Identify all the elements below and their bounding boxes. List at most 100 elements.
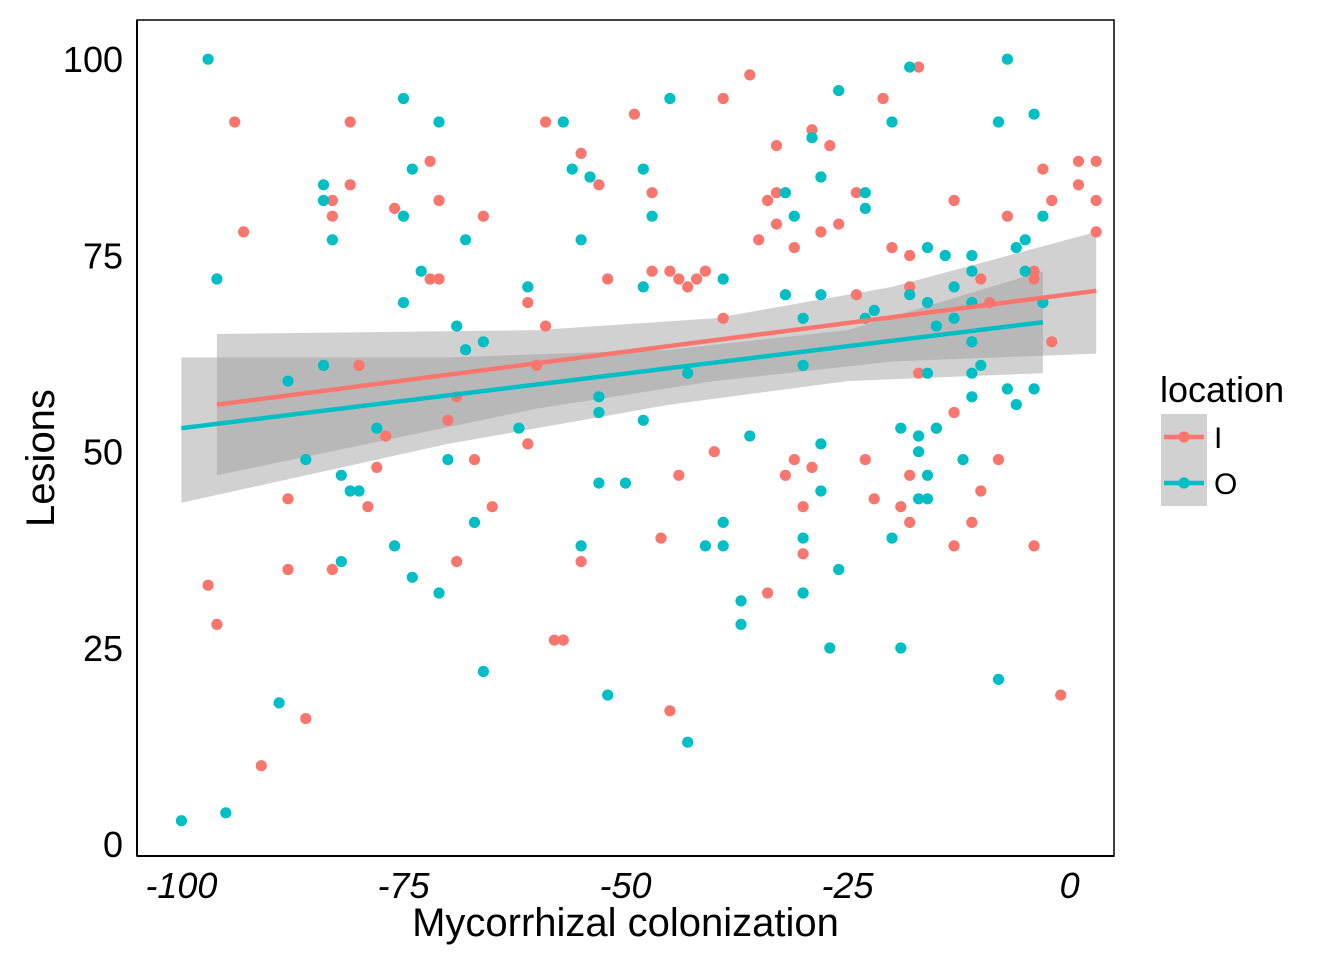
data-point-o (966, 265, 978, 277)
fit-line-i (216, 288, 1097, 407)
data-point-o (273, 697, 285, 709)
data-point-o (389, 540, 401, 552)
data-point-o (682, 367, 694, 379)
data-point-o (921, 242, 934, 254)
data-point-i (913, 61, 925, 73)
data-point-o (646, 210, 658, 222)
data-point-i (1046, 336, 1058, 348)
data-point-o (815, 289, 827, 301)
data-point-i (433, 194, 445, 207)
data-point-o (220, 807, 232, 819)
data-point-o (433, 116, 445, 128)
data-point-o (966, 391, 978, 403)
data-point-i (948, 194, 960, 207)
data-point-o (921, 297, 934, 309)
data-point-o (1019, 265, 1031, 277)
data-point-i (975, 273, 987, 285)
data-point-i (1090, 226, 1102, 238)
data-point-o (992, 116, 1005, 128)
data-point-o (664, 92, 676, 105)
data-point-o (1001, 53, 1014, 65)
data-point-o (868, 304, 880, 316)
data-point-o (1028, 383, 1040, 395)
data-point-i (1001, 210, 1014, 222)
data-point-o (317, 179, 330, 191)
data-point-o (913, 430, 925, 442)
data-point-i (575, 556, 587, 568)
data-point-o (1028, 108, 1040, 120)
confidence-band-o (181, 271, 1043, 503)
data-point-o (797, 532, 809, 544)
data-point-o (397, 297, 410, 309)
data-point-i (362, 501, 374, 513)
data-point-o (397, 92, 410, 105)
data-point-o (921, 493, 934, 505)
data-point-i (389, 202, 401, 214)
legend-key-point (1178, 477, 1190, 489)
data-point-i (824, 140, 836, 152)
data-point-i (344, 179, 356, 191)
data-point-i (548, 634, 561, 646)
data-point-o (619, 477, 632, 489)
data-point-o (575, 540, 587, 552)
data-point-i (673, 469, 685, 481)
data-point-o (566, 163, 578, 175)
data-point-i (522, 297, 534, 309)
data-point-i (886, 242, 898, 254)
data-point-o (957, 454, 969, 466)
confidence-band-i (216, 231, 1097, 476)
data-point-i (815, 226, 827, 238)
data-point-o (593, 406, 605, 419)
data-point-o (735, 595, 747, 607)
fit-line-o (181, 319, 1044, 431)
data-point-i (486, 501, 498, 513)
data-point-o (699, 540, 712, 552)
data-point-o (913, 446, 925, 458)
data-point-o (211, 273, 223, 285)
data-point-i (540, 320, 552, 332)
data-point-o (406, 571, 418, 583)
data-point-i (1028, 540, 1040, 552)
data-point-o (930, 422, 943, 434)
data-points (175, 53, 1102, 827)
data-point-o (815, 438, 827, 450)
data-point-o (460, 234, 472, 246)
data-point-i (380, 430, 392, 442)
data-point-i (975, 485, 987, 497)
x-axis-title: Mycorrhizal colonization (412, 901, 839, 945)
confidence-bands (181, 231, 1097, 503)
data-point-o (930, 320, 943, 332)
data-point-i (255, 760, 267, 772)
data-point-i (575, 147, 587, 159)
data-point-i (451, 556, 463, 568)
data-point-i (326, 210, 338, 222)
data-point-i (602, 273, 614, 285)
data-point-i (1090, 155, 1102, 167)
data-point-i (433, 273, 445, 285)
data-point-i (904, 249, 916, 262)
data-point-o (815, 171, 827, 183)
y-tick-label: 75 (83, 235, 123, 276)
data-point-o (859, 202, 871, 214)
legend-label-o: O (1214, 468, 1237, 501)
data-point-o (326, 234, 338, 246)
data-point-o (682, 736, 694, 748)
data-point-i (850, 289, 863, 301)
data-point-i (646, 187, 658, 199)
data-point-o (406, 163, 418, 175)
data-point-i (424, 155, 436, 167)
data-point-i (344, 116, 356, 128)
data-point-o (833, 563, 845, 576)
data-point-i (557, 634, 569, 646)
data-point-i (1028, 273, 1040, 285)
data-point-o (797, 359, 809, 371)
data-point-i (1055, 689, 1067, 701)
data-point-o (1019, 234, 1031, 246)
data-point-i (238, 226, 250, 238)
data-point-o (966, 367, 978, 379)
data-point-i (753, 234, 765, 246)
data-point-i (948, 540, 960, 552)
data-point-o (975, 359, 987, 371)
data-point-i (779, 469, 792, 481)
